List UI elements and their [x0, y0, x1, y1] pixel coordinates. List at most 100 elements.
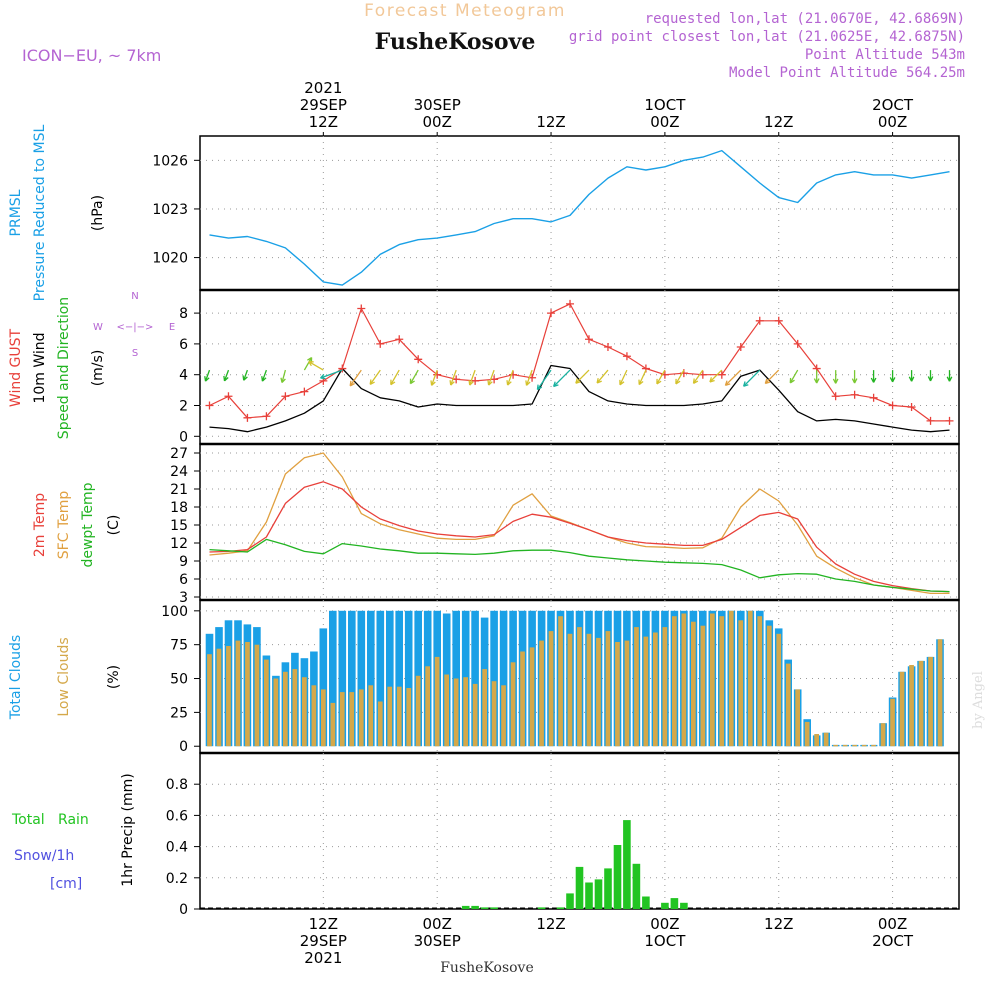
- total-cloud-bar: [338, 610, 347, 747]
- pressure-label-prmsl: PRMSL: [8, 189, 24, 236]
- low-cloud-bar: [548, 631, 554, 747]
- low-cloud-bar: [643, 636, 649, 747]
- low-cloud-bar: [349, 692, 355, 747]
- wind-direction-arrow: [851, 370, 858, 384]
- closest-coords: grid point closest lon,lat (21.0625E, 42…: [569, 29, 965, 45]
- rain-bar: [670, 898, 679, 909]
- y-tick-label: 9: [179, 554, 188, 570]
- rain-bar: [575, 866, 584, 909]
- bottom-time-label: 00Z: [423, 915, 452, 933]
- compass-s: S: [132, 348, 138, 359]
- low-cloud-bar: [928, 656, 933, 747]
- low-cloud-bar: [605, 631, 611, 747]
- y-tick-label: 4: [179, 368, 188, 384]
- gust-marker: [243, 413, 252, 422]
- gust-marker: [357, 304, 366, 313]
- precip-bars: [461, 820, 688, 909]
- low-cloud-bar: [861, 744, 867, 747]
- wind-unit: (m/s): [90, 350, 106, 387]
- rain-bar: [556, 907, 565, 909]
- low-cloud-bar: [691, 621, 696, 747]
- top-time-label: 12Z: [536, 113, 565, 131]
- wind-direction-arrow: [390, 369, 400, 386]
- model-label: ICON−EU, ~ 7km: [22, 46, 161, 65]
- low-cloud-bar: [852, 744, 857, 747]
- wind-direction-arrow: [449, 369, 457, 386]
- low-cloud-bar: [311, 685, 317, 747]
- top-time-label: 29SEP: [300, 96, 347, 114]
- low-cloud-bar: [719, 616, 725, 747]
- y-tick-labels: 1020102310260246836912151821242702550751…: [152, 153, 188, 918]
- low-cloud-bar: [672, 616, 677, 747]
- y-tick-label: 75: [170, 638, 188, 654]
- wind-direction-arrow: [927, 370, 934, 382]
- low-cloud-bar: [624, 640, 630, 747]
- low-cloud-bar: [776, 633, 782, 747]
- top-time-label: 30SEP: [414, 96, 461, 114]
- total-cloud-bar: [471, 610, 479, 747]
- low-cloud-bar: [880, 723, 886, 747]
- temp-sfc-label: SFC Temp: [56, 491, 72, 560]
- low-cloud-bar: [377, 701, 383, 747]
- bottom-time-label: 00Z: [650, 915, 679, 933]
- low-cloud-bar: [738, 620, 744, 747]
- low-cloud-bar: [823, 732, 829, 747]
- y-tick-label: 21: [170, 482, 188, 498]
- wind-direction-arrow: [506, 369, 514, 386]
- chart-title: Forecast Meteogram: [364, 1, 566, 21]
- wind-direction-arrow: [320, 369, 343, 380]
- gust-marker: [547, 309, 556, 318]
- point-altitude: Point Altitude 543m: [805, 47, 965, 63]
- total-cloud-bar: [367, 610, 375, 747]
- rain-bar: [632, 863, 641, 909]
- bottom-time-label: 2OCT: [872, 932, 914, 950]
- wind-direction-arrow: [468, 369, 476, 386]
- precip-snow-unit: [cm]: [50, 876, 82, 892]
- wind-direction-arrow: [575, 369, 590, 384]
- low-cloud-bar: [245, 642, 250, 747]
- low-cloud-bar: [785, 663, 791, 747]
- gust-marker: [490, 375, 499, 384]
- temp-dew-label: dewpt Temp: [80, 482, 96, 567]
- y-tick-label: 25: [170, 705, 188, 721]
- rain-bar: [661, 902, 669, 909]
- gust-marker: [793, 339, 802, 348]
- y-tick-label: 0.2: [166, 871, 188, 887]
- low-cloud-bar: [681, 613, 687, 747]
- rain-bar: [537, 907, 546, 909]
- y-tick-label: 6: [179, 572, 188, 588]
- total-cloud-bar: [499, 610, 508, 747]
- gust-marker: [414, 355, 423, 364]
- low-cloud-bar: [396, 686, 402, 747]
- wind-direction-arrow: [742, 369, 761, 387]
- wind-gust-line: [209, 303, 950, 422]
- y-tick-label: 0: [179, 902, 188, 918]
- total-cloud-bar: [329, 610, 337, 747]
- low-cloud-bar: [795, 689, 800, 747]
- precip-rain-label: Total Rain: [11, 812, 89, 828]
- y-tick-label: 2: [179, 399, 188, 415]
- total-cloud-bar: [395, 610, 403, 747]
- low-cloud-bar: [368, 685, 374, 747]
- bottom-time-label: 29SEP: [300, 932, 347, 950]
- y-tick-label: 100: [161, 604, 188, 620]
- low-cloud-bar: [833, 744, 838, 747]
- wind-direction-arrow: [430, 369, 438, 386]
- wind-direction-arrow: [409, 369, 419, 385]
- footer-location: FusheKosove: [440, 960, 534, 976]
- low-cloud-bar: [529, 647, 535, 747]
- wind-direction-arrows: [204, 356, 953, 391]
- low-cloud-bar: [482, 669, 487, 747]
- low-cloud-bar: [434, 656, 440, 747]
- compass-n: N: [131, 291, 138, 302]
- low-cloud-bar: [425, 666, 430, 747]
- top-time-label: 2021: [304, 79, 342, 97]
- gust-marker: [395, 335, 404, 344]
- low-cloud-bar: [283, 671, 288, 747]
- rain-bar: [623, 820, 631, 909]
- low-cloud-bar: [710, 613, 715, 747]
- gust-marker: [224, 392, 233, 401]
- wind-direction-arrow: [946, 370, 953, 382]
- wind-direction-arrow: [789, 369, 799, 384]
